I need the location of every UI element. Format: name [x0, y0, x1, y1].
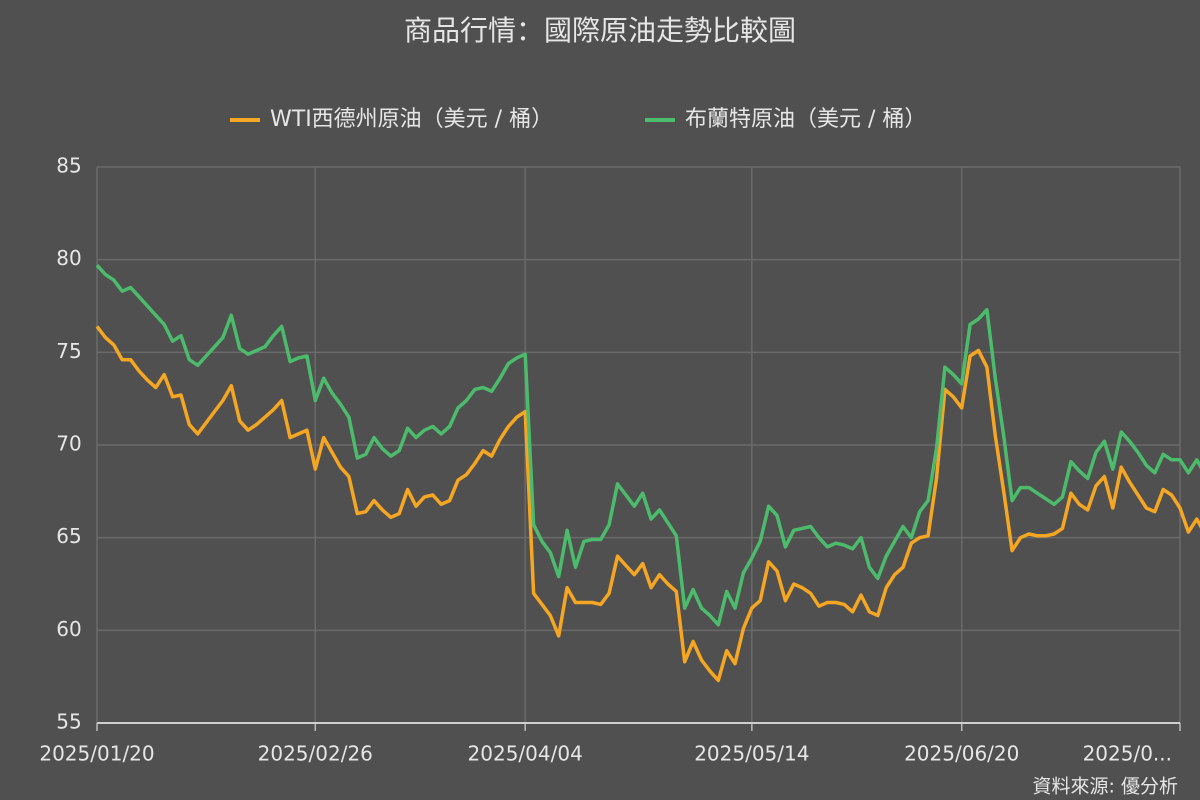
- y-tick-label: 60: [56, 617, 81, 641]
- y-tick-label: 80: [56, 246, 81, 270]
- x-tick-label: 2025/02/26: [258, 742, 373, 766]
- x-tick-label: 2025/06/20: [904, 742, 1019, 766]
- series-line: [95, 264, 1200, 627]
- y-tick-label: 75: [56, 339, 81, 363]
- y-tick-label: 65: [56, 524, 81, 548]
- y-tick-label: 85: [56, 154, 81, 178]
- series-line: [95, 325, 1200, 683]
- x-tick-label: 2025/04/04: [468, 742, 583, 766]
- x-tick-label: 2025/01/20: [39, 742, 154, 766]
- chart-title: 商品行情：國際原油走勢比較圖: [404, 14, 796, 47]
- source-note: 資料來源: 優分析: [1033, 776, 1178, 798]
- x-tick-label: 2025/0...: [1083, 742, 1172, 766]
- x-tick-label: 2025/05/14: [694, 742, 809, 766]
- legend-label: 布蘭特原油（美元 / 桶）: [685, 107, 926, 132]
- y-tick-label: 55: [56, 710, 81, 734]
- legend-label: WTI西德州原油（美元 / 桶）: [270, 107, 553, 132]
- y-tick-label: 70: [56, 432, 81, 456]
